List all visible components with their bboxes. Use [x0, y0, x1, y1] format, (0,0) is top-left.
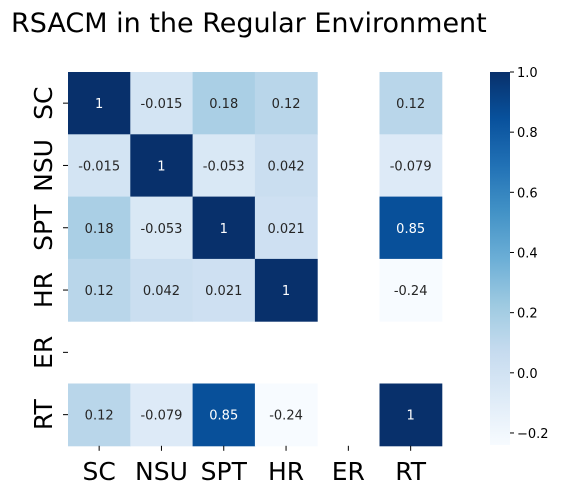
cell-hr-nsu — [130, 258, 194, 322]
colorbar-tick-label: 1.0 — [517, 66, 538, 81]
cell-annotation: -0.24 — [394, 284, 428, 299]
cell-annotation: -0.015 — [140, 97, 182, 112]
cell-hr-sc — [68, 258, 131, 322]
cell-annotation: 0.042 — [267, 159, 304, 174]
colorbar-tick-label: 0.6 — [517, 186, 538, 201]
cell-annotation: -0.053 — [203, 159, 245, 174]
row-label: HR — [29, 272, 58, 308]
cell-nsu-sc — [68, 134, 131, 198]
cell-nsu-rt — [379, 134, 443, 198]
cell-rt-rt — [379, 383, 443, 447]
cell-rt-spt — [192, 383, 256, 447]
cell-sc-spt — [192, 72, 256, 135]
cell-annotation: 0.12 — [272, 97, 301, 112]
cell-sc-sc — [68, 72, 131, 135]
cell-spt-rt — [379, 196, 443, 260]
cell-annotation: 1 — [407, 409, 415, 424]
cell-spt-hr — [254, 196, 318, 260]
cell-annotation: 0.021 — [267, 222, 304, 237]
cell-rt-sc — [68, 383, 131, 447]
cell-hr-hr — [254, 258, 318, 322]
cell-annotation: -0.24 — [269, 409, 303, 424]
cell-annotation: 0.18 — [209, 97, 238, 112]
cell-annotation: 1 — [95, 97, 103, 112]
chart-title: RSACM in the Regular Environment — [11, 8, 487, 39]
column-label: RT — [395, 457, 427, 486]
cell-annotation: 1 — [220, 222, 228, 237]
colorbar-tick-label: −0.2 — [517, 427, 549, 442]
row-labels: SC NSU SPT HR ER RT — [29, 86, 68, 430]
column-labels: SC NSU SPT HR ER RT — [82, 445, 427, 486]
cell-annotation: -0.053 — [140, 222, 182, 237]
cell-nsu-spt — [192, 134, 256, 198]
column-label: HR — [268, 457, 304, 486]
cell-annotation: 0.12 — [85, 284, 114, 299]
row-label: NSU — [29, 139, 58, 192]
colorbar-gradient — [490, 72, 510, 445]
cell-spt-nsu — [130, 196, 194, 260]
cell-annotation: 0.18 — [85, 222, 114, 237]
cell-annotation: -0.079 — [140, 409, 182, 424]
cell-rt-hr — [254, 383, 318, 447]
column-label: ER — [332, 457, 365, 486]
cell-annotation: 1 — [282, 284, 290, 299]
cell-rt-nsu — [130, 383, 194, 447]
cell-annotation: 0.12 — [85, 409, 114, 424]
heatmap-cells: 1 -0.015 0.18 0.12 0.12 -0.015 1 -0.053 0.042 -0.… — [68, 72, 443, 447]
cell-annotation: -0.015 — [78, 159, 120, 174]
cell-sc-hr — [254, 72, 318, 135]
cell-hr-spt — [192, 258, 256, 322]
cell-annotation: 0.85 — [209, 409, 238, 424]
row-label: SPT — [29, 204, 58, 251]
cell-sc-rt — [379, 72, 443, 135]
colorbar-tick-label: 0.8 — [517, 126, 538, 141]
cell-annotation: 0.12 — [396, 97, 425, 112]
cell-annotation: 0.021 — [205, 284, 242, 299]
column-label: SPT — [201, 457, 248, 486]
colorbar-tick-label: 0.2 — [517, 307, 538, 322]
cell-sc-nsu — [130, 72, 194, 135]
row-label: ER — [29, 336, 58, 369]
cell-spt-sc — [68, 196, 131, 260]
cell-annotation: 1 — [157, 159, 165, 174]
colorbar-tick-label: 0.0 — [517, 367, 538, 382]
cell-annotation: 0.85 — [396, 222, 425, 237]
cell-annotation: -0.079 — [390, 159, 432, 174]
cell-spt-spt — [192, 196, 256, 260]
cell-nsu-hr — [254, 134, 318, 198]
cell-nsu-nsu — [130, 134, 194, 198]
cell-annotation: 0.042 — [143, 284, 180, 299]
column-label: NSU — [135, 457, 188, 486]
colorbar: 1.0 0.8 0.6 0.4 0.2 0.0 −0.2 — [490, 66, 549, 445]
row-label: SC — [29, 86, 58, 119]
row-label: RT — [29, 399, 58, 431]
column-label: SC — [82, 457, 115, 486]
colorbar-tick-label: 0.4 — [517, 246, 538, 261]
cell-hr-rt — [379, 258, 443, 322]
